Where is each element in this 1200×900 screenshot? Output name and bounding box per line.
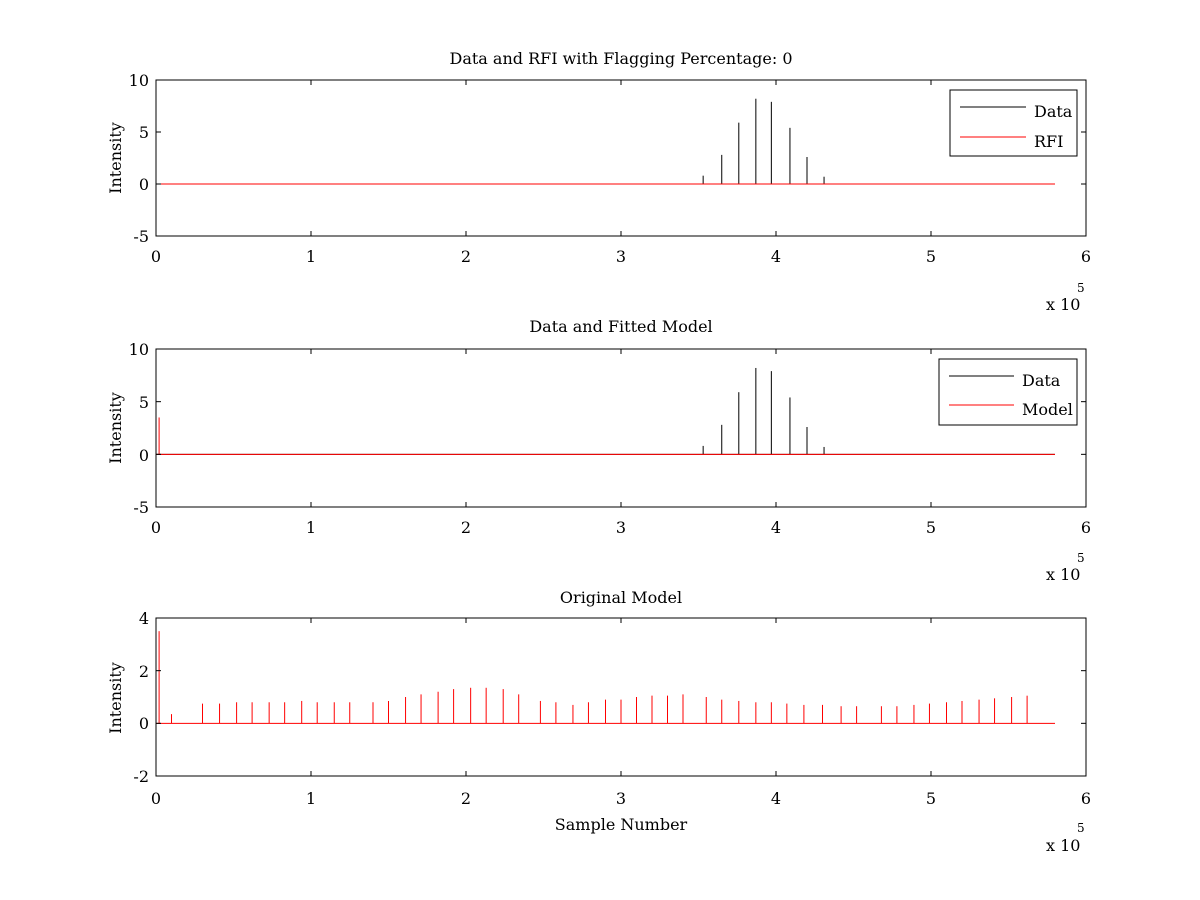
panel-3-xtick-6: 6 xyxy=(1081,789,1091,808)
panel-2-xtick-6: 6 xyxy=(1081,518,1091,537)
panel-3-ytick-4: 4 xyxy=(139,609,149,628)
panel-2-ytick-10: 10 xyxy=(129,340,149,359)
panel-2-tick-marks xyxy=(155,348,1087,508)
panel-3-xtick-4: 4 xyxy=(771,789,781,808)
panel-1-xtick-0: 0 xyxy=(151,247,161,266)
panel-2-x-multiplier-exp: 5 xyxy=(1077,551,1085,565)
panel-1-ytick-neg5: -5 xyxy=(133,227,149,246)
panel-3-xtick-0: 0 xyxy=(151,789,161,808)
panel-2-ytick-neg5: -5 xyxy=(133,498,149,517)
panel-1-ytick-10: 10 xyxy=(129,71,149,90)
panel-1-ylabel: Intensity xyxy=(106,122,125,194)
panel-1-x-multiplier-exp: 5 xyxy=(1077,281,1085,295)
panel-1-plot-area xyxy=(156,80,1086,236)
panel-3-xtick-3: 3 xyxy=(616,789,626,808)
panel-3-x-multiplier-exp: 5 xyxy=(1077,821,1085,835)
panel-2-ytick-0: 0 xyxy=(139,446,149,465)
panel-3-xlabel: Sample Number xyxy=(555,815,688,834)
panel-2-legend-box xyxy=(938,358,1078,426)
panel-3-ytick-2: 2 xyxy=(139,662,149,681)
panel-1-tick-marks xyxy=(155,79,1087,237)
panel-2-xtick-5: 5 xyxy=(926,518,936,537)
panel-2-title: Data and Fitted Model xyxy=(529,317,712,336)
panel-2-ylabel: Intensity xyxy=(106,392,125,464)
panel-3-x-multiplier: x 10 xyxy=(1046,836,1080,855)
panel-1: Data and RFI with Flagging Percentage: 0… xyxy=(106,49,1091,314)
panel-3-title: Original Model xyxy=(560,588,682,607)
panel-3-tick-marks xyxy=(155,617,1087,777)
panel-2-x-multiplier: x 10 xyxy=(1046,565,1080,584)
panel-2-xtick-4: 4 xyxy=(771,518,781,537)
panel-2-legend-model-label: Model xyxy=(1022,400,1073,419)
panel-2-series-model xyxy=(156,417,1055,455)
panel-2-xtick-0: 0 xyxy=(151,518,161,537)
panel-1-legend-data-label: Data xyxy=(1034,102,1073,121)
panel-1-legend-box xyxy=(949,89,1078,157)
panel-3-xtick-2: 2 xyxy=(461,789,471,808)
panel-1-xtick-4: 4 xyxy=(771,247,781,266)
panel-1-xtick-5: 5 xyxy=(926,247,936,266)
panel-1-ytick-5: 5 xyxy=(139,123,149,142)
panel-2-xtick-2: 2 xyxy=(461,518,471,537)
panel-2-xtick-1: 1 xyxy=(306,518,316,537)
panel-1-legend-rfi-label: RFI xyxy=(1034,132,1063,151)
panel-3: Original Model Intensity 4 2 0 -2 0 1 2 … xyxy=(106,588,1091,855)
panel-2: Data and Fitted Model Intensity 10 5 0 -… xyxy=(106,317,1091,584)
panel-2-plot-area xyxy=(156,349,1086,507)
panel-2-ytick-5: 5 xyxy=(139,393,149,412)
panel-3-ylabel: Intensity xyxy=(106,662,125,734)
panel-1-legend: Data RFI xyxy=(949,89,1078,157)
panel-3-ytick-0: 0 xyxy=(139,714,149,733)
panel-3-ytick-neg2: -2 xyxy=(133,767,149,786)
panel-3-xtick-1: 1 xyxy=(306,789,316,808)
panel-1-title: Data and RFI with Flagging Percentage: 0 xyxy=(449,49,792,68)
panel-3-xtick-5: 5 xyxy=(926,789,936,808)
panel-2-legend-data-label: Data xyxy=(1022,371,1061,390)
panel-1-ytick-0: 0 xyxy=(139,175,149,194)
panel-1-xtick-6: 6 xyxy=(1081,247,1091,266)
panel-1-xtick-1: 1 xyxy=(306,247,316,266)
panel-2-xtick-3: 3 xyxy=(616,518,626,537)
panel-1-xtick-2: 2 xyxy=(461,247,471,266)
panel-1-xtick-3: 3 xyxy=(616,247,626,266)
panel-3-series-model xyxy=(156,631,1055,724)
panel-1-x-multiplier: x 10 xyxy=(1046,295,1080,314)
panel-3-plot-area xyxy=(156,618,1086,776)
panel-2-legend: Data Model xyxy=(938,358,1078,426)
